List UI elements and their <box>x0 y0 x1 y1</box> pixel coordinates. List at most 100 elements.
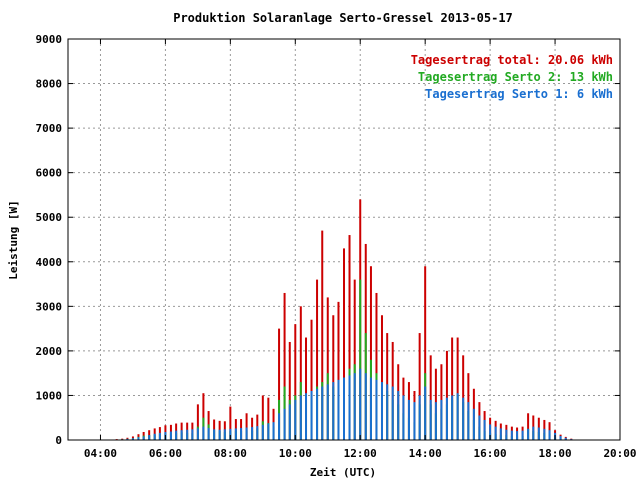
x-tick-label: 14:00 <box>409 447 442 460</box>
bar-total <box>343 248 345 440</box>
bar-serto-1 <box>472 408 475 440</box>
bar-serto-1 <box>521 430 524 440</box>
bar-serto-1 <box>548 430 551 440</box>
bar-serto-1 <box>305 393 308 440</box>
bar-serto-1 <box>321 386 324 440</box>
bar-serto-1 <box>207 427 210 440</box>
bar-total <box>316 279 319 440</box>
bar-total <box>261 395 264 440</box>
y-tick-label: 2000 <box>36 345 63 358</box>
bar-serto-1 <box>202 426 205 440</box>
bar-serto-1 <box>267 423 270 440</box>
bar-serto-1 <box>499 428 502 440</box>
bar-serto-1 <box>532 426 535 440</box>
bar-serto-1 <box>391 386 394 440</box>
bar-serto-1 <box>353 373 356 440</box>
bar-serto-1 <box>261 424 264 440</box>
y-tick-label: 0 <box>55 434 62 447</box>
bar-total <box>245 413 248 440</box>
bar-total <box>288 341 291 440</box>
bar-serto-1 <box>310 390 313 440</box>
bar-serto-1 <box>126 438 129 440</box>
bar-serto-1 <box>564 437 567 440</box>
y-tick-label: 7000 <box>36 122 63 135</box>
bar-serto-1 <box>196 428 199 440</box>
bar-serto-1 <box>326 384 329 440</box>
bar-serto-1 <box>375 379 378 440</box>
bar-serto-1 <box>413 402 416 440</box>
bar-serto-1 <box>489 424 492 440</box>
bar-serto-1 <box>527 428 530 440</box>
y-tick-label: 9000 <box>36 33 63 46</box>
plot-frame <box>67 38 621 441</box>
bar-serto-1 <box>223 429 226 440</box>
bar-serto-1 <box>294 399 297 440</box>
bar-serto-1 <box>278 413 281 440</box>
bar-total <box>196 404 199 440</box>
bar-total <box>353 279 356 440</box>
bar-serto-1 <box>462 397 465 440</box>
bar-total <box>418 333 421 440</box>
bar-serto-1 <box>407 399 410 440</box>
bar-total <box>332 315 335 440</box>
bars <box>115 199 573 440</box>
bar-total <box>326 297 329 440</box>
bar-serto-1 <box>288 404 291 440</box>
bar-serto-1 <box>251 427 254 440</box>
bar-serto-1 <box>283 408 286 440</box>
bar-serto-1 <box>343 377 345 440</box>
bar-serto-1 <box>131 438 134 440</box>
bar-serto-1 <box>418 395 421 440</box>
bar-serto-1 <box>158 432 161 440</box>
bar-serto-1 <box>559 435 562 440</box>
bar-serto-1 <box>456 393 459 440</box>
bar-total <box>305 337 308 440</box>
x-tick-label: 10:00 <box>279 447 312 460</box>
bar-serto-1 <box>440 399 443 440</box>
bar-serto-2 <box>359 279 362 440</box>
bar-total <box>202 393 205 440</box>
x-tick-label: 04:00 <box>84 447 117 460</box>
bar-serto-1 <box>483 419 486 440</box>
y-tick-label: 1000 <box>36 389 63 402</box>
bar-total <box>299 306 302 440</box>
bar-serto-1 <box>434 402 437 440</box>
bar-serto-1 <box>445 397 448 440</box>
bar-total <box>527 413 530 440</box>
x-tick-label: 12:00 <box>344 447 377 460</box>
bar-serto-1 <box>186 429 189 440</box>
legend-entry: Tagesertrag total: 20.06 kWh <box>411 53 613 67</box>
bar-total <box>267 397 270 440</box>
x-tick-label: 06:00 <box>149 447 182 460</box>
bar-total <box>375 292 378 440</box>
bar-serto-1 <box>256 426 259 440</box>
bar-serto-1 <box>359 368 362 440</box>
bar-serto-1 <box>429 399 432 440</box>
bar-serto-1 <box>494 426 497 440</box>
bar-total <box>229 406 232 440</box>
bar-serto-1 <box>245 427 248 440</box>
bar-serto-1 <box>424 386 427 440</box>
y-tick-label: 3000 <box>36 300 63 313</box>
ticks: 0 1000 2000 3000 4000 5000 6000 7000 8000 9000 04:… <box>36 33 637 460</box>
bar-total <box>380 315 383 440</box>
legend-entry: Tagesertrag Serto 1: 6 kWh <box>425 87 613 101</box>
bar-total <box>456 337 459 440</box>
bar-serto-1 <box>543 428 546 440</box>
legend-entry: Tagesertrag Serto 2: 13 kWh <box>418 70 613 84</box>
bar-serto-1 <box>364 373 367 440</box>
bar-serto-1 <box>316 388 319 440</box>
bar-serto-1 <box>240 427 243 440</box>
x-tick-label: 16:00 <box>474 447 507 460</box>
bar-total <box>424 266 427 440</box>
bar-total <box>348 235 351 440</box>
bar-serto-1 <box>169 431 172 440</box>
bar-serto-1 <box>348 375 351 440</box>
y-tick-label: 5000 <box>36 211 63 224</box>
x-tick-label: 20:00 <box>603 447 636 460</box>
bar-serto-1 <box>369 377 372 440</box>
bar-serto-1 <box>213 429 216 440</box>
y-tick-label: 8000 <box>36 78 63 91</box>
bar-total <box>337 301 340 440</box>
